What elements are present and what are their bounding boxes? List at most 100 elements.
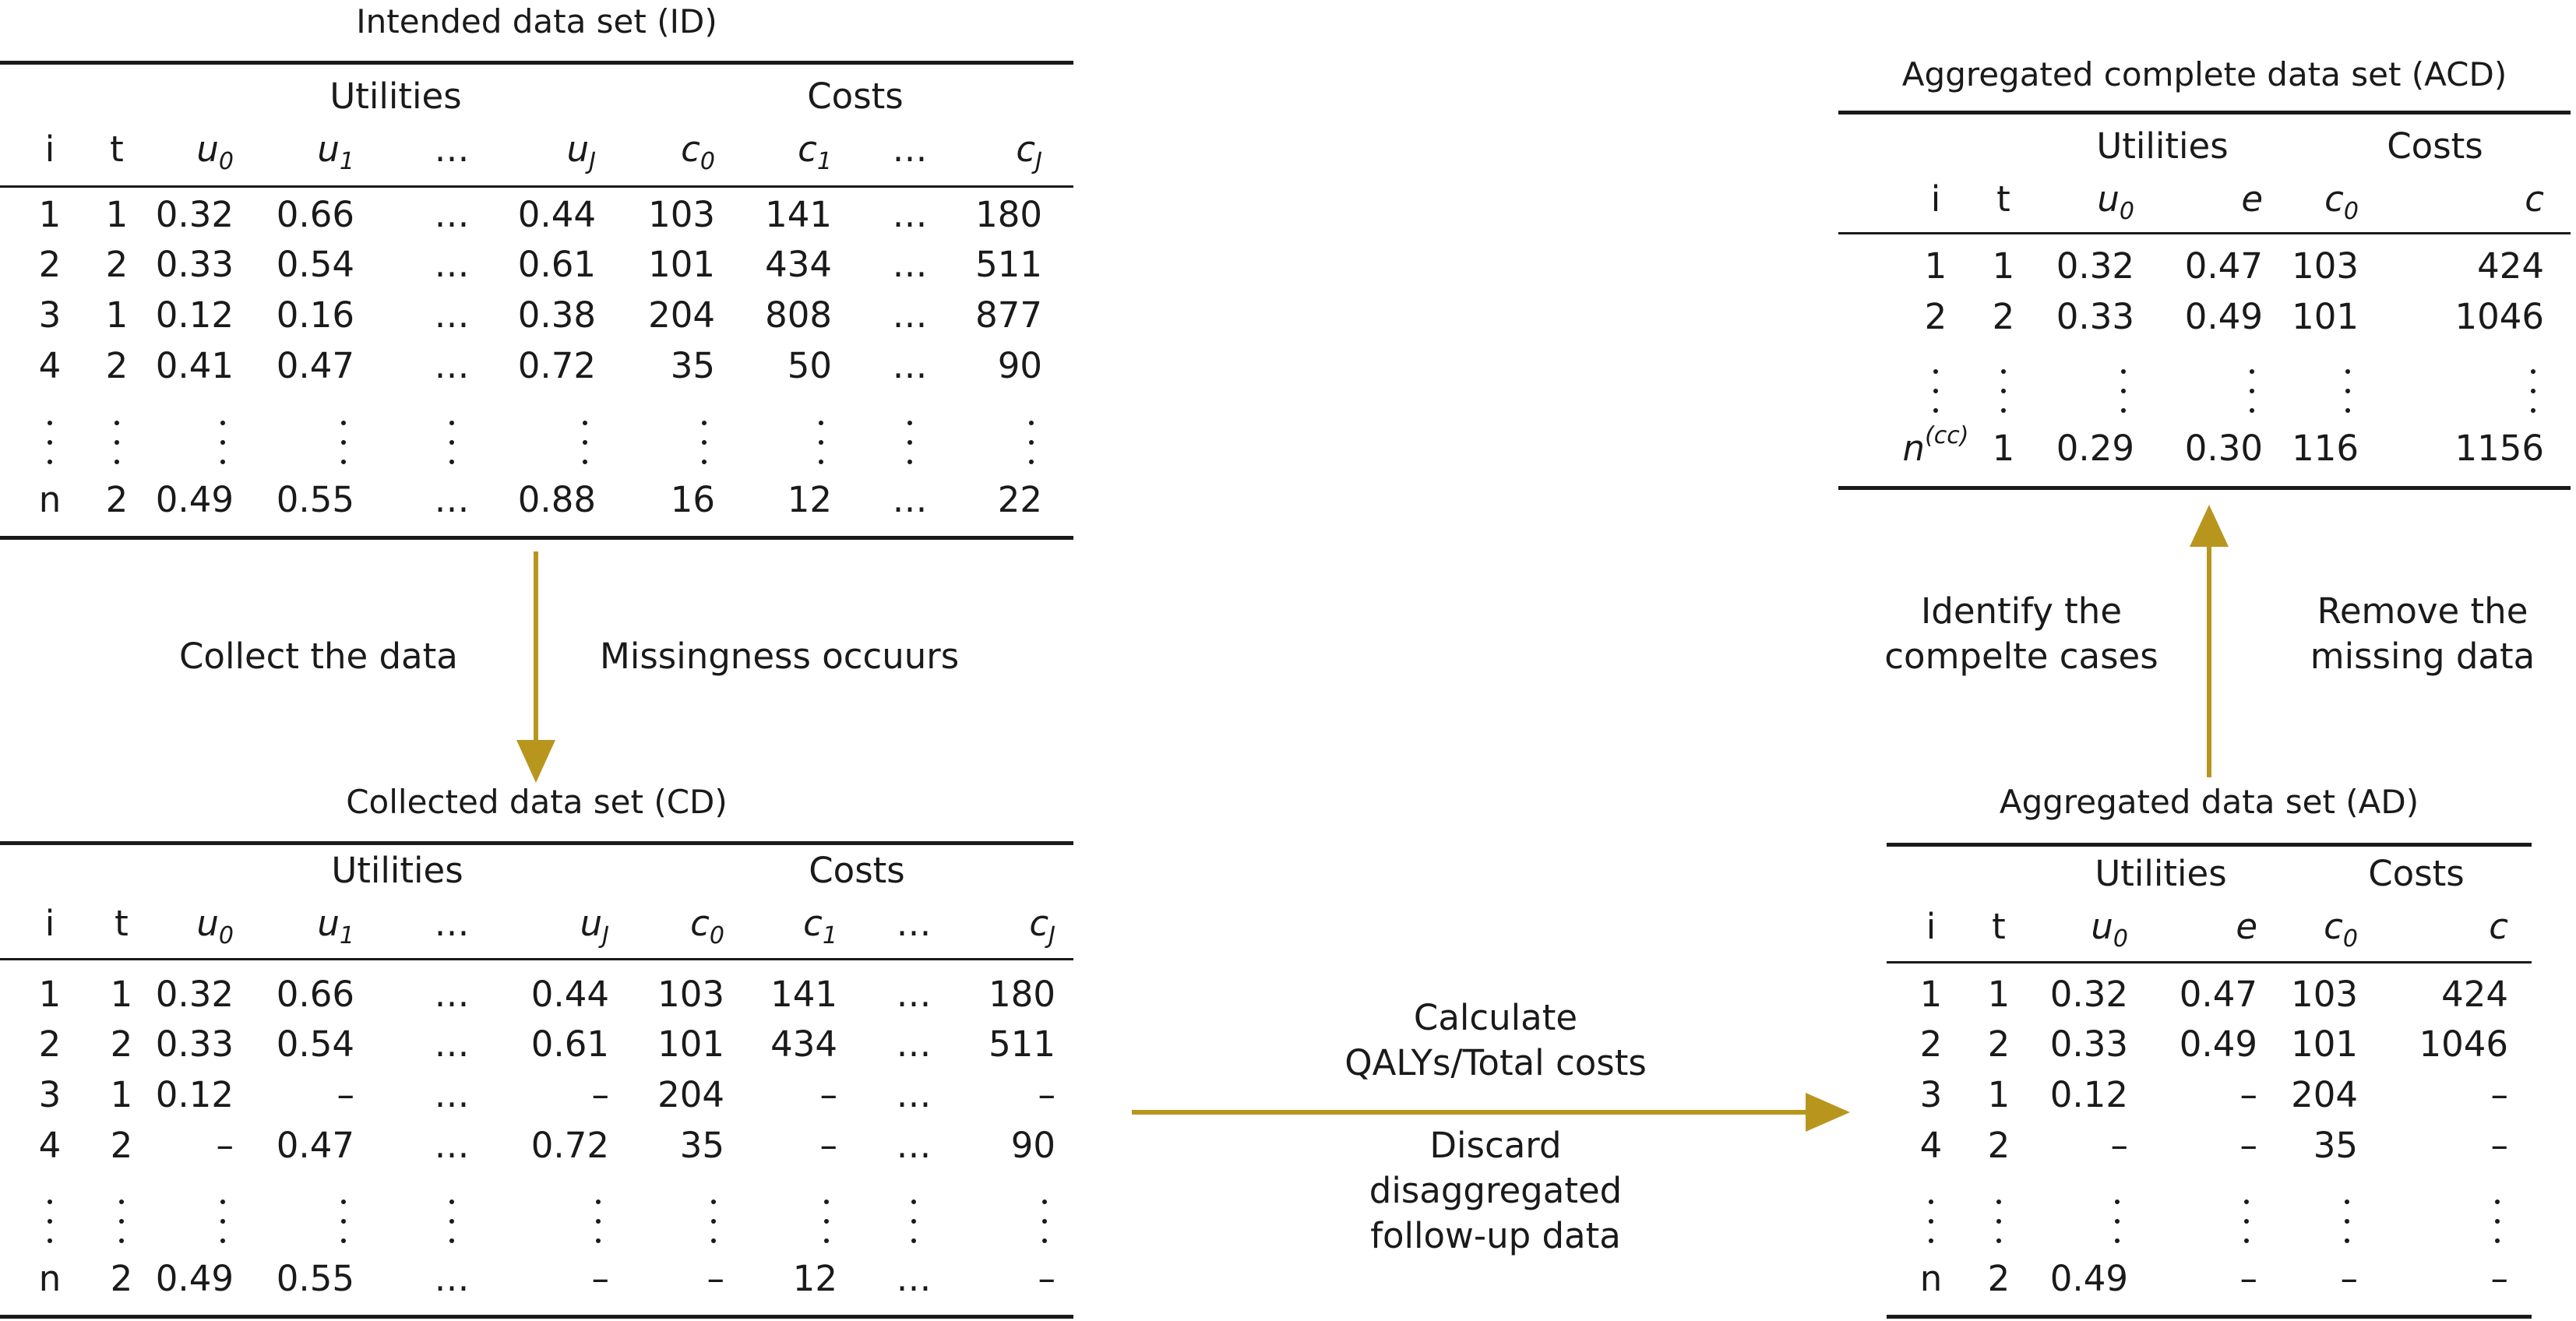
table-cell: … — [434, 974, 470, 1015]
col-header-subscript: 1 — [822, 922, 837, 949]
table-cell: 0.54 — [276, 1023, 354, 1065]
vertical-ellipsis-icon — [2331, 1199, 2363, 1243]
col-header-symbol: … — [434, 129, 470, 170]
col-header-subscript: 0 — [2113, 925, 2128, 953]
table-cell: 2 — [38, 244, 62, 285]
table-cell: 141 — [770, 974, 837, 1015]
bottom-rule — [0, 536, 1073, 540]
col-header: c0 — [2324, 174, 2359, 224]
vertical-ellipsis-icon — [2231, 1199, 2262, 1243]
aggregated-complete-data-set-table: Aggregated complete data set (ACD) Utilit… — [1838, 48, 2571, 492]
last-row-value: … — [892, 479, 928, 520]
col-header: … — [836, 899, 992, 949]
table-cell: 180 — [975, 194, 1042, 235]
table-cell: 0.33 — [2056, 296, 2134, 337]
col-header: u1 — [317, 899, 354, 949]
vertical-ellipsis-icon — [34, 1199, 65, 1243]
table-cell: 0.41 — [155, 345, 234, 386]
col-header-symbol: c — [690, 903, 710, 944]
col-header-subscript: 0 — [709, 922, 724, 949]
col-header-subscript: 0 — [2342, 925, 2358, 953]
table-cell: 0.12 — [155, 1074, 234, 1115]
arrow-complete-cases — [2190, 505, 2229, 777]
col-header: u0 — [2097, 174, 2134, 224]
label-identify-line2: compelte cases — [1884, 636, 2158, 677]
table-cell: 3 — [38, 294, 62, 336]
col-header-subscript: J — [1035, 148, 1042, 175]
label-calculate-line1: Calculate — [1413, 997, 1578, 1038]
vertical-ellipsis-icon — [436, 1199, 467, 1243]
col-header-subscript: 0 — [2119, 198, 2134, 225]
label-calculate-line2: QALYs/Total costs — [1344, 1042, 1647, 1083]
last-row-value: 1 — [1992, 428, 2015, 469]
vertical-ellipsis-icon — [328, 421, 359, 464]
col-header-subscript: 1 — [339, 148, 354, 175]
table-cell: 1046 — [2454, 296, 2544, 337]
table-cell-last: n — [0, 475, 128, 525]
header-rule — [0, 958, 1073, 960]
col-header-symbol: c — [2525, 178, 2544, 220]
table-cell: 1 — [110, 1074, 133, 1115]
table-cell: 2 — [110, 1023, 133, 1065]
col-header: e — [2241, 174, 2263, 224]
label-remove-line2: missing data — [2310, 636, 2535, 677]
vertical-ellipsis-icon — [2102, 1199, 2133, 1243]
table-cell: 434 — [765, 244, 832, 285]
table-cell: 0.12 — [2049, 1074, 2128, 1115]
intended-data-set-table: Intended data set (ID) Utilities Costs i t u0… — [0, 0, 1073, 542]
top-rule — [0, 61, 1073, 65]
table-cell-last: 2 — [39, 475, 195, 525]
table-cell: … — [434, 294, 470, 336]
col-header: c1 — [803, 899, 837, 949]
col-header: c1 — [798, 125, 832, 174]
vertical-ellipsis-icon — [698, 1199, 729, 1243]
col-header-symbol: c — [1016, 129, 1036, 170]
col-header-symbol: c — [2324, 906, 2343, 947]
table-cell: – — [337, 1074, 355, 1115]
last-row-value: … — [434, 1258, 470, 1299]
vertical-ellipsis-icon — [583, 1199, 614, 1243]
vertical-ellipsis-icon — [2108, 369, 2139, 413]
last-row-value: 0.49 — [155, 479, 234, 520]
table-cell: 0.49 — [2184, 296, 2263, 337]
last-row-value: 2 — [110, 1258, 133, 1299]
col-header: cJ — [1016, 125, 1042, 174]
col-header: u1 — [317, 125, 354, 174]
table-cell: 0.33 — [155, 1023, 234, 1065]
vertical-ellipsis-icon — [1988, 369, 2019, 413]
col-header-symbol: c — [681, 129, 700, 170]
col-header: c0 — [2324, 902, 2358, 952]
last-row-value: 12 — [787, 479, 832, 520]
table-cell: 0.32 — [2049, 974, 2128, 1015]
last-row-value: – — [2490, 1258, 2509, 1299]
last-row-value: 2 — [1987, 1258, 2010, 1299]
col-header-symbol: u — [317, 129, 340, 170]
table-cell: … — [896, 1125, 932, 1166]
table-title: Aggregated complete data set (ACD) — [1901, 55, 2507, 93]
table-cell: 2 — [105, 244, 129, 285]
table-cell: 0.66 — [276, 974, 354, 1015]
vertical-ellipsis-icon — [1029, 1199, 1060, 1243]
group-label-utilities: Utilities — [329, 76, 462, 117]
group-label-costs: Costs — [807, 76, 904, 117]
table-cell-last: 12 — [793, 1254, 837, 1304]
vertical-ellipsis-icon — [2482, 1199, 2513, 1243]
table-cell: 204 — [2291, 1074, 2358, 1115]
last-row-value: 0.49 — [2049, 1258, 2128, 1299]
table-cell: 2 — [1987, 1023, 2010, 1065]
col-header: c0 — [681, 125, 715, 174]
table-cell: 0.66 — [276, 194, 354, 235]
table-cell-last: 0.88 — [518, 475, 596, 525]
col-header-symbol: u — [566, 129, 590, 170]
table-cell-last: n — [1853, 1254, 2009, 1304]
col-header: … — [832, 125, 988, 174]
table-cell: – — [2490, 1074, 2509, 1115]
table-cell: 0.72 — [530, 1125, 609, 1166]
table-cell: – — [591, 1074, 610, 1115]
vertical-ellipsis-icon — [2236, 369, 2268, 413]
table-cell: … — [896, 1074, 932, 1115]
table-cell-last: 0.55 — [277, 1254, 354, 1304]
table-cell: 1 — [1987, 974, 2010, 1015]
table-cell-last: 16 — [671, 475, 715, 525]
top-rule — [0, 841, 1073, 845]
